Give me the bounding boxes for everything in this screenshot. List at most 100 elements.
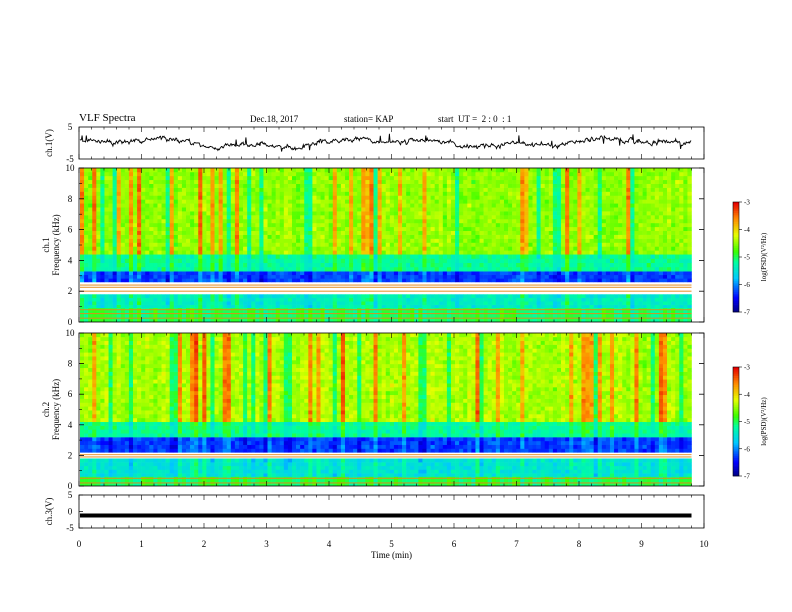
ch1-cell [128, 203, 134, 208]
ch1-cell [585, 242, 590, 247]
ch1-cell [650, 175, 656, 181]
ch1-cell [161, 254, 166, 259]
ch1-cell [349, 250, 354, 255]
ch1-cell [508, 278, 513, 283]
ch1-cell [84, 218, 89, 224]
ch1-cell [544, 207, 550, 212]
ch1-cell [630, 294, 635, 299]
ch1-cell [267, 262, 272, 268]
ch1-cell [438, 179, 444, 184]
ch1-cell [532, 211, 537, 216]
ch1-cell [108, 234, 113, 239]
ch1-cell [128, 171, 134, 177]
ch1-cell [108, 297, 113, 302]
ch1-cell [471, 258, 476, 264]
ch1-cell [503, 218, 509, 224]
ch1-cell [438, 175, 444, 181]
ch1-cell [169, 242, 175, 247]
ch1-cell [255, 301, 260, 305]
ch1-cell [218, 183, 223, 188]
ch1-cell [471, 294, 476, 299]
ch1-cell [463, 254, 468, 259]
ch1-cell [597, 246, 603, 251]
ch1-cell [308, 171, 313, 177]
ch1-cell [296, 215, 301, 220]
ch1-cell [671, 258, 676, 264]
ch1-cell [499, 168, 505, 173]
ch1-cell [650, 274, 656, 279]
ch1-cell [459, 274, 464, 279]
ch1-cell [548, 168, 554, 173]
ch1-cell [153, 215, 158, 220]
ch1-cell [153, 297, 158, 302]
ch1-cell [634, 226, 639, 232]
ch1-cell [585, 258, 590, 264]
ch1-cell [128, 175, 134, 181]
ch1-cell [450, 266, 456, 272]
ch1-cell [296, 187, 301, 192]
ch1-cell [320, 230, 325, 235]
ch1-cell [654, 218, 660, 224]
ch1-cell [671, 191, 676, 196]
ch1-cell [259, 254, 264, 259]
ch1-cell [161, 258, 166, 264]
ch1-cell [471, 250, 476, 255]
ch1-cell [116, 234, 122, 239]
ch1-cell [365, 168, 370, 173]
ch1-cell [145, 294, 150, 299]
ch1-cell [312, 274, 317, 279]
ch1-cell [336, 203, 342, 208]
ch1-cell [687, 207, 692, 212]
ch1-cell [381, 218, 387, 224]
ch1-cell [650, 222, 656, 228]
ch1-cell [556, 199, 562, 204]
ch1-cell [683, 195, 688, 200]
ch1-cell [585, 175, 590, 181]
ch1-cell [255, 187, 260, 192]
ch1-cell [406, 187, 411, 192]
ch1-cell [503, 266, 509, 272]
ch1-cell [442, 294, 448, 299]
ch1-cell [165, 211, 170, 216]
ch1-cell [206, 230, 211, 235]
ch1-cell [491, 250, 497, 255]
ch1-cell [630, 226, 635, 232]
ch1-cell [397, 242, 403, 247]
ch1-cell [194, 218, 199, 224]
ch1-cell [145, 171, 150, 177]
ch1-cell [438, 218, 444, 224]
ch1-cell [556, 258, 562, 264]
ch1-cell [344, 301, 350, 305]
ch1-cell [618, 226, 623, 232]
ch1-cell [455, 179, 460, 184]
ch1-cell [381, 278, 387, 283]
ch1-cell [369, 266, 374, 272]
ch1-cell [556, 191, 562, 196]
ch1-cell [487, 171, 493, 177]
ch1-cell [597, 183, 603, 188]
ch1-cell [508, 226, 513, 232]
ch1-cell [626, 183, 631, 188]
ch1-cell [190, 175, 195, 181]
ch1-cell [169, 308, 175, 322]
ch1-cell [577, 234, 582, 239]
ch1-cell [161, 171, 166, 177]
ch1-cell [296, 171, 301, 177]
ch1-cell [487, 199, 493, 204]
ch1-cell [300, 191, 305, 196]
ch1-cell [234, 222, 240, 228]
ch1-cell [389, 246, 395, 251]
ch1-cell [536, 175, 541, 181]
ch1-cell [177, 179, 183, 184]
ch1-cell [463, 294, 468, 299]
ch1-cell [316, 274, 321, 279]
ch1-cell [499, 175, 505, 181]
ch1-cell [275, 294, 281, 299]
ch1-cell [499, 211, 505, 216]
ch1-cell [214, 301, 219, 305]
ch1-cell [565, 271, 570, 276]
ch1-cell [483, 203, 488, 208]
ch1-cell [479, 271, 484, 276]
ch1-cell [614, 207, 619, 212]
ch1-cell [528, 262, 533, 268]
